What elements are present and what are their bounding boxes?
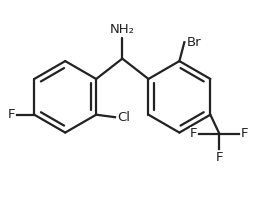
Text: F: F bbox=[190, 127, 198, 140]
Text: F: F bbox=[241, 127, 249, 140]
Text: F: F bbox=[7, 108, 15, 121]
Text: Br: Br bbox=[186, 36, 201, 49]
Text: Cl: Cl bbox=[117, 111, 130, 124]
Text: NH₂: NH₂ bbox=[110, 23, 135, 36]
Text: F: F bbox=[216, 151, 223, 164]
